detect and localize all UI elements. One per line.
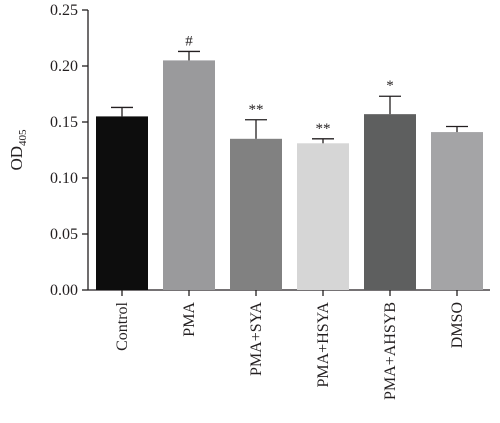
bar <box>163 60 215 291</box>
significance-label: ** <box>249 102 264 118</box>
bar <box>431 132 483 290</box>
y-tick-label: 0.05 <box>50 226 78 243</box>
bar <box>364 114 416 290</box>
significance-label: # <box>185 33 193 49</box>
x-tick-label: PMA+AHSYB <box>382 302 399 400</box>
y-axis-label-main: OD <box>7 146 26 171</box>
significance-label: ** <box>316 121 331 137</box>
y-axis-title: OD405 <box>7 129 29 171</box>
y-axis-label: OD405 <box>7 129 29 171</box>
y-tick-label: 0.00 <box>50 282 78 299</box>
x-tick-label: PMA+HSYA <box>315 302 332 388</box>
bar <box>96 116 148 291</box>
y-tick-label: 0.25 <box>50 2 78 19</box>
bar-group: #***** <box>96 33 483 291</box>
x-tick-label: PMA+SYA <box>248 302 265 376</box>
x-tick-label: Control <box>114 301 131 350</box>
x-tick-label: DMSO <box>449 302 466 348</box>
bar <box>297 143 349 290</box>
x-tick-label: PMA <box>181 302 198 337</box>
y-tick-label: 0.10 <box>50 170 78 187</box>
bar <box>230 138 282 290</box>
y-axis-label-subscript: 405 <box>17 129 29 146</box>
y-tick-label: 0.20 <box>50 58 78 75</box>
y-tick-label: 0.15 <box>50 114 78 131</box>
chart-axes: 0.00 0.05 0.10 0.15 0.20 0.25 Control PMA PMA+SY… <box>50 2 490 400</box>
significance-label: * <box>386 78 394 94</box>
